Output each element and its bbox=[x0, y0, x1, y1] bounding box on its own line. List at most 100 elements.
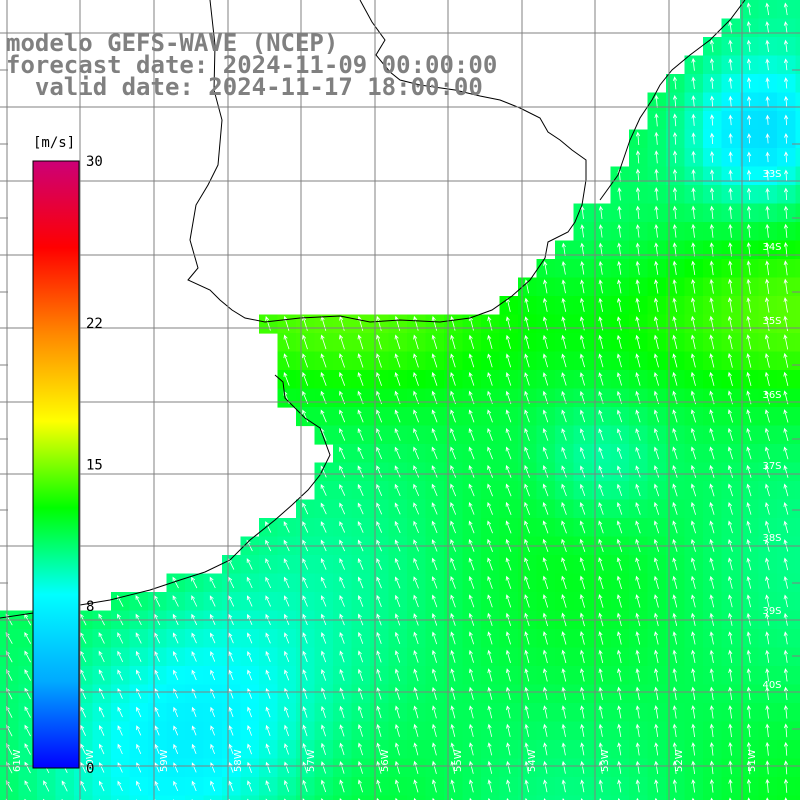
wind-cell bbox=[647, 795, 667, 800]
wind-cell bbox=[795, 795, 800, 800]
wind-arrow bbox=[339, 595, 345, 607]
wind-arrow bbox=[376, 446, 383, 460]
wind-arrow bbox=[617, 631, 622, 645]
wind-arrow bbox=[154, 632, 161, 644]
wind-arrow bbox=[394, 650, 401, 663]
wind-arrow bbox=[561, 760, 566, 774]
wind-cell bbox=[795, 740, 800, 760]
wind-arrow bbox=[469, 779, 474, 793]
wind-arrow bbox=[357, 465, 364, 478]
wind-arrow bbox=[394, 779, 400, 793]
wind-arrow bbox=[561, 483, 567, 497]
wind-arrow bbox=[654, 242, 659, 257]
wind-arrow bbox=[746, 223, 752, 238]
wind-arrow bbox=[320, 371, 327, 386]
wind-arrow bbox=[617, 205, 622, 219]
wind-arrow bbox=[728, 723, 733, 738]
wind-arrow bbox=[783, 723, 789, 738]
wind-arrow bbox=[117, 725, 123, 736]
latitude-label: 40S bbox=[762, 680, 781, 691]
wind-arrow bbox=[431, 334, 438, 350]
wind-arrow bbox=[747, 797, 751, 800]
wind-arrow bbox=[524, 520, 530, 534]
wind-arrow bbox=[431, 686, 437, 700]
wind-arrow bbox=[747, 169, 752, 182]
wind-arrow bbox=[413, 742, 419, 756]
wind-arrow bbox=[505, 520, 512, 534]
wind-arrow bbox=[561, 242, 566, 257]
wind-arrow bbox=[432, 779, 437, 793]
wind-arrow bbox=[598, 723, 603, 737]
wind-arrow bbox=[24, 743, 31, 755]
wind-arrow bbox=[561, 723, 566, 737]
wind-arrow bbox=[302, 798, 305, 800]
wind-arrow bbox=[376, 668, 382, 682]
wind-arrow bbox=[784, 132, 789, 144]
wind-arrow bbox=[691, 223, 696, 238]
wind-arrow bbox=[358, 705, 363, 719]
wind-arrow bbox=[450, 334, 456, 350]
wind-arrow bbox=[653, 334, 659, 350]
wind-arrow bbox=[543, 723, 548, 737]
wind-cell bbox=[795, 222, 800, 242]
wind-arrow bbox=[487, 520, 493, 534]
wind-cell bbox=[721, 795, 741, 800]
wind-arrow bbox=[710, 95, 715, 108]
wind-arrow bbox=[413, 797, 417, 800]
wind-arrow bbox=[432, 705, 437, 719]
longitude-label: 61W bbox=[12, 749, 23, 772]
wind-arrow bbox=[487, 723, 493, 737]
wind-arrow bbox=[284, 706, 289, 718]
wind-arrow bbox=[228, 651, 234, 662]
wind-arrow bbox=[672, 705, 677, 719]
wind-arrow bbox=[709, 409, 715, 423]
wind-arrow bbox=[635, 409, 641, 423]
wind-arrow bbox=[358, 687, 363, 700]
wind-arrow bbox=[339, 705, 345, 719]
wind-arrow bbox=[635, 779, 640, 793]
wind-arrow bbox=[487, 686, 493, 700]
wind-arrow bbox=[505, 557, 512, 571]
longitude-label: 52W bbox=[674, 749, 685, 772]
wind-arrow bbox=[672, 501, 678, 515]
wind-arrow bbox=[690, 464, 697, 478]
wind-arrow bbox=[709, 223, 715, 238]
wind-arrow bbox=[487, 334, 493, 350]
wind-arrow bbox=[210, 669, 216, 681]
wind-cell bbox=[536, 795, 556, 800]
wind-arrow bbox=[579, 631, 585, 645]
wind-arrow bbox=[394, 631, 401, 645]
wind-arrow bbox=[450, 797, 454, 800]
wind-cell bbox=[795, 296, 800, 316]
wind-arrow bbox=[469, 742, 474, 756]
wind-arrow bbox=[654, 797, 658, 800]
wind-arrow bbox=[136, 725, 142, 736]
latitude-labels: 33S 34S 35S 36S 37S 38S 39S 40S bbox=[762, 169, 781, 691]
wind-arrow bbox=[468, 353, 475, 368]
wind-arrow bbox=[561, 465, 567, 478]
wind-arrow bbox=[413, 446, 420, 460]
wind-arrow bbox=[413, 409, 419, 423]
wind-arrow bbox=[765, 520, 770, 534]
wind-arrow bbox=[450, 502, 457, 515]
wind-arrow bbox=[154, 706, 160, 718]
wind-arrow bbox=[690, 427, 696, 441]
wind-arrow bbox=[339, 650, 345, 663]
latitude-label: 33S bbox=[762, 169, 781, 180]
wind-arrow bbox=[357, 724, 363, 737]
wind-arrow bbox=[468, 427, 475, 441]
wind-cell bbox=[795, 481, 800, 501]
wind-arrow bbox=[376, 371, 382, 386]
wind-arrow bbox=[505, 353, 512, 368]
wind-arrow bbox=[431, 371, 438, 386]
wind-arrow bbox=[561, 334, 567, 349]
wind-arrow bbox=[617, 187, 622, 201]
wind-arrow bbox=[635, 631, 641, 645]
wind-arrow bbox=[691, 705, 696, 719]
wind-arrow bbox=[117, 632, 124, 644]
wind-arrow bbox=[487, 353, 493, 368]
wind-arrow bbox=[579, 465, 586, 478]
wind-arrow bbox=[561, 668, 567, 682]
wind-arrow bbox=[728, 242, 733, 257]
